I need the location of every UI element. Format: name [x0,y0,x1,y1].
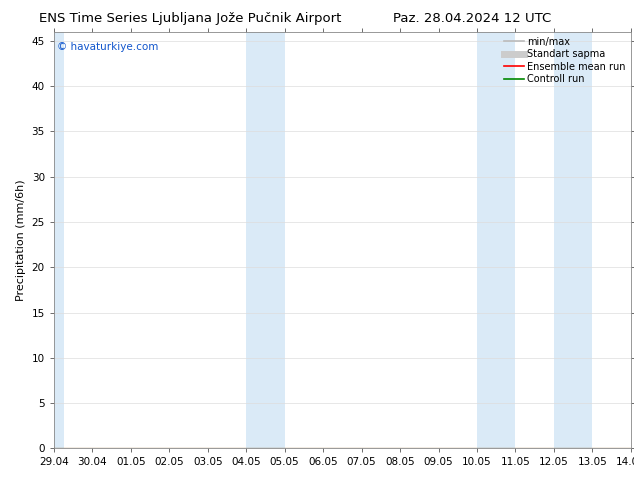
Bar [554,32,592,448]
Bar [54,32,63,448]
Text: Paz. 28.04.2024 12 UTC: Paz. 28.04.2024 12 UTC [393,12,552,25]
Y-axis label: Precipitation (mm/6h): Precipitation (mm/6h) [16,179,26,301]
Bar [246,32,285,448]
Legend: min/max, Standart sapma, Ensemble mean run, Controll run: min/max, Standart sapma, Ensemble mean r… [502,35,628,86]
Bar [477,32,515,448]
Text: © havaturkiye.com: © havaturkiye.com [57,42,158,52]
Text: ENS Time Series Ljubljana Jože Pučnik Airport: ENS Time Series Ljubljana Jože Pučnik Ai… [39,12,341,25]
